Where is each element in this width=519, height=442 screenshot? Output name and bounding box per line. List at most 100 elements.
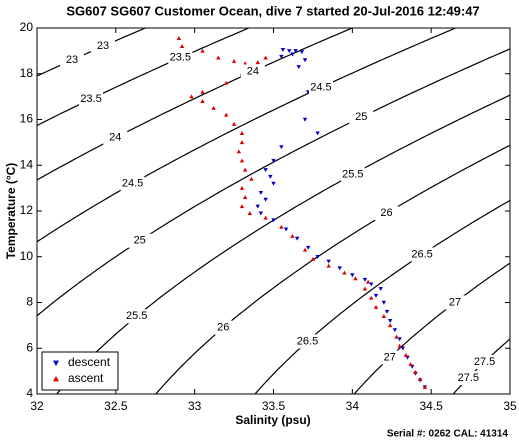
data-point xyxy=(255,204,260,209)
data-point xyxy=(384,309,390,314)
contour-label: 23.5 xyxy=(170,52,191,64)
data-point xyxy=(305,245,311,250)
data-point xyxy=(179,44,185,49)
data-point xyxy=(326,259,331,264)
data-point xyxy=(302,117,308,122)
contour-line xyxy=(155,144,510,394)
data-point xyxy=(200,48,205,53)
data-point xyxy=(242,61,248,66)
contour-label: 24 xyxy=(109,132,121,144)
data-point xyxy=(239,204,245,209)
data-point xyxy=(337,266,342,271)
data-point xyxy=(315,131,320,136)
data-point xyxy=(263,168,268,173)
data-point xyxy=(231,121,237,126)
y-tick-label: 12 xyxy=(20,203,34,217)
legend-label: descent xyxy=(68,355,111,369)
y-tick-label: 14 xyxy=(20,157,34,171)
contour-label: 26.5 xyxy=(411,248,432,260)
y-tick-label: 6 xyxy=(26,340,33,354)
data-point xyxy=(271,218,276,223)
data-point xyxy=(299,50,305,55)
data-point xyxy=(408,362,413,367)
x-tick-label: 33 xyxy=(188,399,202,413)
contour-label: 24 xyxy=(247,65,259,77)
data-point xyxy=(271,181,276,186)
contour-label: 27 xyxy=(384,351,396,363)
data-point xyxy=(211,105,216,110)
contour-label: 26 xyxy=(217,322,229,334)
data-point xyxy=(296,65,301,70)
legend-marker xyxy=(53,360,59,366)
plot-area xyxy=(37,28,510,394)
contour-line xyxy=(37,28,251,127)
contour-label-bg xyxy=(103,130,128,145)
contour-label: 23 xyxy=(97,40,109,52)
data-point xyxy=(279,145,284,150)
data-point xyxy=(224,80,229,85)
data-point xyxy=(224,112,229,117)
contour-label: 27 xyxy=(449,296,461,308)
legend-marker xyxy=(53,376,59,382)
data-point xyxy=(287,49,292,54)
data-point xyxy=(326,263,331,268)
contour-line xyxy=(37,48,510,317)
data-point xyxy=(216,55,221,60)
contour-label: 24.5 xyxy=(122,177,143,189)
data-point xyxy=(279,54,284,59)
data-point xyxy=(290,52,295,57)
data-point xyxy=(392,328,398,333)
contour-line xyxy=(353,262,510,394)
contour-label: 25.5 xyxy=(126,310,147,322)
contour-label: 26.5 xyxy=(297,335,318,347)
chart-title: SG607 SG607 Customer Ocean, dive 7 start… xyxy=(66,3,479,18)
contour-label-bg xyxy=(349,110,374,125)
data-point xyxy=(263,55,268,60)
data-point xyxy=(315,254,320,259)
data-point xyxy=(387,319,393,323)
data-point xyxy=(353,276,358,281)
contour-label-bg xyxy=(308,80,333,95)
x-tick-label: 33.5 xyxy=(262,399,286,413)
contour-line xyxy=(37,28,147,77)
data-point xyxy=(239,158,245,163)
data-point xyxy=(290,233,295,238)
y-tick-label: 18 xyxy=(20,66,34,80)
contour-label-bg xyxy=(240,64,265,79)
contour-label-bg xyxy=(60,53,85,68)
data-point xyxy=(242,195,248,200)
contour-label-bg xyxy=(127,233,152,248)
contour-labels: 23 23 23.5 23.5 24 24 24.5 24.5 25 25 25.5 25.5 26 26… xyxy=(60,39,497,385)
contour-label: 25 xyxy=(134,235,146,247)
x-tick-label: 34.5 xyxy=(419,399,443,413)
y-axis-label: Temperature (°C) xyxy=(4,163,18,260)
contour-label: 23 xyxy=(66,54,78,66)
data-point xyxy=(403,352,409,357)
data-point xyxy=(397,343,402,348)
data-point xyxy=(394,334,399,339)
data-point xyxy=(189,94,194,99)
contour-label: 27.5 xyxy=(474,356,495,368)
data-point xyxy=(362,277,368,282)
contour-line xyxy=(254,199,510,394)
data-point xyxy=(302,58,308,63)
data-point xyxy=(310,256,316,261)
contour-line xyxy=(37,28,458,243)
y-tick-label: 10 xyxy=(20,249,34,263)
data-point xyxy=(236,149,242,154)
data-point xyxy=(378,287,383,291)
data-point xyxy=(231,58,237,63)
data-point xyxy=(258,190,264,195)
contour-label: 27.5 xyxy=(458,372,479,384)
data-point xyxy=(258,211,264,216)
data-point xyxy=(362,286,368,291)
data-point xyxy=(293,49,298,54)
x-tick-label: 32.5 xyxy=(104,399,128,413)
contour-label-bg xyxy=(377,350,402,365)
footer: Serial #: 0262 CAL: 41314 xyxy=(387,429,509,440)
data-point xyxy=(176,36,182,41)
legend-label: ascent xyxy=(68,371,104,385)
y-tick-label: 16 xyxy=(20,112,34,126)
data-point xyxy=(200,99,205,103)
